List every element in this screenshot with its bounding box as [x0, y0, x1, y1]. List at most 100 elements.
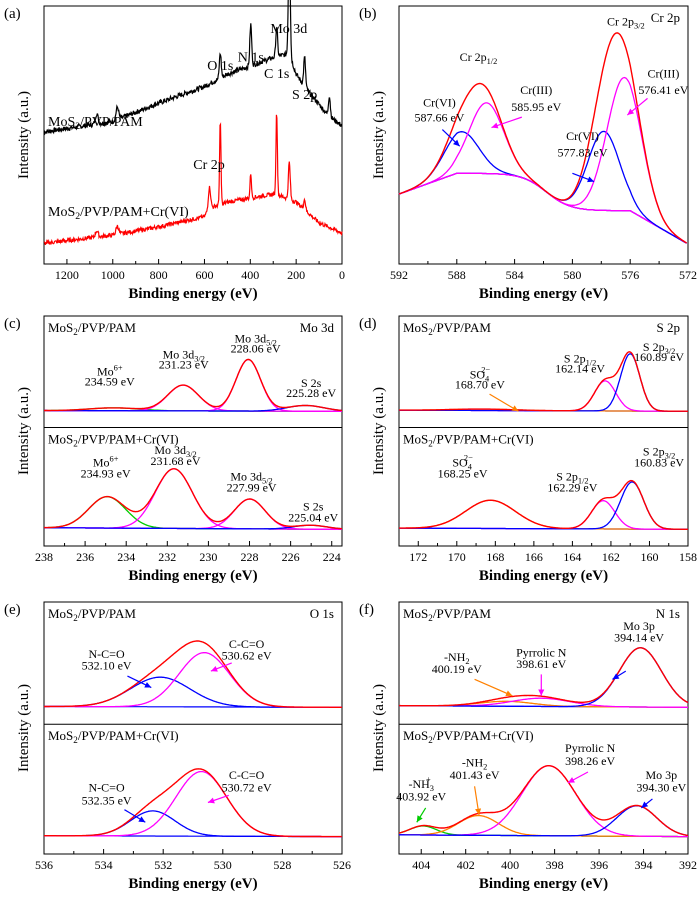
peak-label-main: Pyrrolic N	[565, 741, 616, 755]
peak-arrow-head	[210, 665, 218, 672]
peak-marker-label: C 1s	[264, 67, 289, 82]
x-tick-label: 534	[95, 858, 113, 872]
peak-label: S 2p1/2	[564, 352, 596, 368]
peak-label: 228.06 eV	[231, 342, 281, 356]
x-tick-label: 1000	[101, 268, 125, 282]
x-tick-label: 398	[546, 858, 564, 872]
sample-label-rest: /PVP/PAM+Cr(VI)	[433, 432, 534, 447]
fit-component-line	[399, 380, 688, 412]
peak-label: SO42−	[452, 454, 473, 472]
peak-label: Mo 3d5/2	[230, 470, 272, 486]
peak-arrow-head	[538, 689, 545, 696]
peak-label-main: 530.62 eV	[222, 649, 272, 663]
peak-label-sup: 2−	[481, 365, 490, 374]
peak-label: 401.43 eV	[450, 768, 500, 782]
peak-label: 398.26 eV	[565, 754, 615, 768]
peak-label-main: -NH	[462, 756, 484, 770]
peak-arrow-shaft	[474, 678, 513, 697]
peak-label-main: 577.83 eV	[558, 146, 608, 160]
x-tick-label: 392	[679, 858, 697, 872]
peak-label-main: Mo 3d	[230, 470, 262, 484]
x-tick-label: 532	[154, 858, 172, 872]
peak-label-sub: 1/2	[586, 359, 597, 368]
peak-label: 585.95 eV	[511, 100, 561, 114]
y-axis-label: Intensity (a.u.)	[16, 684, 32, 772]
peak-label-main: Mo 3p	[623, 619, 655, 633]
x-axis-label: Binding energy (eV)	[128, 568, 257, 584]
peak-label-main: S 2p	[564, 352, 586, 366]
peak-label: S 2p3/2	[643, 445, 675, 461]
sample-label: MoS2/PVP/PAM	[403, 606, 491, 623]
panel-title: S 2p	[657, 320, 680, 335]
peak-label-sub: 5/2	[266, 339, 277, 348]
peak-label-sub: 4	[468, 463, 473, 472]
peak-label-main: Cr(VI)	[423, 96, 456, 110]
series-label-main: MoS	[48, 115, 75, 130]
x-tick-label: 172	[409, 550, 427, 564]
peak-label: Mo6+	[93, 455, 119, 470]
sample-label: MoS2/PVP/PAM	[48, 606, 136, 623]
x-tick-label: 168	[486, 550, 504, 564]
series-label-rest: /PVP/PAM	[80, 115, 143, 130]
peak-label-sub: 3/2	[194, 354, 205, 363]
x-tick-label: 600	[195, 268, 213, 282]
peak-label-main: SO	[470, 367, 486, 381]
peak-label-main: 394.30 eV	[636, 781, 686, 795]
peak-label: N-C=O	[89, 647, 125, 661]
peak-label-main: 234.59 eV	[85, 374, 135, 388]
x-tick-label: 1200	[55, 268, 79, 282]
sample-label-main: MoS	[403, 728, 428, 743]
peak-arrow-head	[641, 801, 649, 808]
peak-label: Cr 2p1/2	[460, 50, 498, 66]
peak-label: 160.89 eV	[634, 350, 684, 364]
peak-label: Mo 3p	[645, 768, 677, 782]
panel-letter: (c)	[4, 316, 21, 332]
peak-label-main: 400.19 eV	[432, 662, 482, 676]
sample-label-sub: 2	[428, 327, 433, 337]
x-tick-label: 166	[525, 550, 543, 564]
peak-label: Cr(VI)	[423, 96, 456, 110]
sample-label-sub: 2	[428, 439, 433, 449]
peak-label-main: 228.06 eV	[231, 342, 281, 356]
survey-series-line	[43, 114, 343, 246]
plot-frame	[398, 5, 689, 265]
peak-label-main: Mo 3d	[234, 332, 266, 346]
peak-label: Mo6+	[97, 363, 123, 378]
peak-label: Cr(VI)	[566, 129, 599, 143]
x-axis-label: Binding energy (eV)	[479, 286, 608, 302]
peak-label: -NH2	[462, 756, 488, 772]
peak-label: SO42−	[470, 365, 491, 383]
peak-label: 168.70 eV	[455, 377, 505, 391]
peak-marker-label: N 1s	[238, 51, 264, 66]
peak-label-main: SO	[452, 456, 468, 470]
peak-label-main: 231.23 eV	[159, 357, 209, 371]
x-tick-label: 400	[241, 268, 259, 282]
peak-label: S 2s	[303, 499, 324, 513]
envelope-line	[44, 768, 342, 838]
x-tick-label: 588	[448, 268, 466, 282]
fit-component-line	[44, 810, 342, 838]
series-label: MoS2/PVP/PAM	[48, 115, 143, 132]
peak-arrow-head	[207, 797, 215, 804]
x-tick-label: 394	[635, 858, 653, 872]
peak-label: -NH2	[444, 650, 470, 666]
sample-label-sub: 2	[73, 613, 78, 623]
sample-label-sub: 2	[73, 327, 78, 337]
peak-label-main: Mo	[97, 364, 114, 378]
sample-label: MoS2/PVP/PAM	[48, 320, 136, 337]
panel-letter: (d)	[359, 316, 377, 332]
peak-label-main: Cr 2p	[607, 15, 634, 29]
x-tick-label: 228	[241, 550, 259, 564]
peak-arrow-head	[475, 808, 482, 816]
x-tick-label: 234	[117, 550, 135, 564]
peak-label-main: 403.92 eV	[396, 790, 446, 804]
x-tick-label: 224	[323, 550, 341, 564]
plot-frame	[398, 315, 689, 547]
panel-c: 238 236 234 232 230 228 226 224 Binding energy (…	[4, 315, 343, 584]
peak-label: 225.28 eV	[286, 386, 336, 400]
peak-label-main: 394.14 eV	[614, 631, 664, 645]
peak-label-sub: 3	[430, 784, 434, 793]
peak-label: 231.68 eV	[151, 454, 201, 468]
peak-label-main: 227.99 eV	[227, 481, 277, 495]
x-tick-label: 236	[76, 550, 94, 564]
